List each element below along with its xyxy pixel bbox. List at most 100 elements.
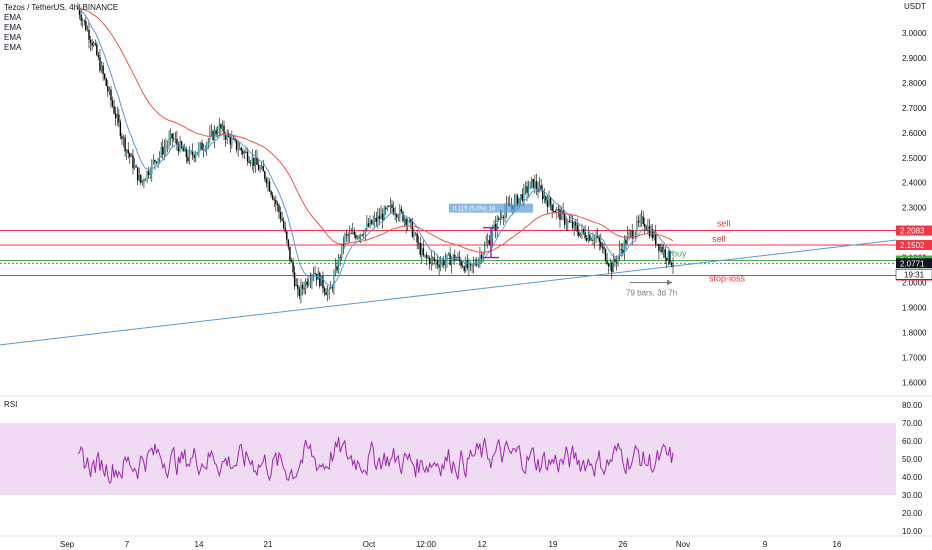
candle-body	[152, 160, 155, 163]
candle-body	[574, 222, 577, 226]
candle-body	[576, 225, 578, 232]
candle-body	[243, 151, 246, 154]
candle-body	[611, 262, 613, 273]
candle-body	[245, 151, 247, 153]
candle-body	[173, 138, 175, 140]
candle-body	[367, 223, 370, 227]
candle-body	[359, 234, 362, 238]
candle-body	[267, 181, 269, 184]
candle-body	[122, 137, 125, 139]
candle-body	[436, 260, 439, 265]
candle-body	[188, 151, 191, 162]
candle-body	[323, 288, 326, 293]
candle-body	[400, 208, 403, 212]
candle-body	[644, 223, 646, 228]
candle-body	[498, 218, 500, 220]
rsi-tick-5: 60.00	[902, 437, 923, 446]
candle-body	[169, 133, 172, 139]
candle-body	[312, 273, 315, 276]
candle-body	[598, 236, 600, 242]
candle-body	[460, 260, 462, 266]
candle-body	[363, 235, 365, 236]
candle-body	[191, 151, 194, 156]
candle-body	[664, 249, 666, 258]
candle-body	[240, 147, 242, 151]
price-tick-4: 2.0000	[902, 279, 927, 288]
candle-body	[118, 114, 120, 123]
candle-body	[232, 138, 235, 140]
rsi-tick-6: 70.00	[902, 419, 923, 428]
time-tick-6: 12	[478, 540, 487, 549]
candle-body	[358, 236, 360, 238]
candles	[77, 3, 674, 304]
candle-body	[306, 281, 308, 286]
time-tick-2: 14	[195, 540, 204, 549]
ema-slow-line	[77, 7, 674, 253]
candle-body	[224, 135, 227, 140]
candle-body	[182, 147, 184, 152]
candle-body	[650, 229, 652, 237]
candle-body	[155, 161, 158, 163]
countdown-tag	[895, 269, 932, 280]
candle-body	[265, 178, 268, 184]
candle-body	[496, 218, 498, 231]
candle-body	[433, 258, 436, 261]
candle-body	[531, 179, 533, 182]
candle-body	[231, 138, 233, 145]
candle-body	[135, 165, 137, 168]
candle-body	[309, 281, 312, 283]
candle-body	[234, 138, 236, 141]
indicator-ema-4[interactable]: EMA	[4, 43, 22, 52]
candle-body	[290, 260, 293, 263]
candle-body	[320, 276, 323, 287]
candle-body	[260, 166, 263, 169]
candle-body	[402, 211, 404, 222]
candle-body	[595, 236, 597, 238]
time-tick-7: 19	[549, 540, 558, 549]
chart-legend: Tezos / TetherUS, 4h, BINANCE EMA EMA EM…	[4, 3, 118, 53]
rsi-tick-4: 50.00	[902, 455, 923, 464]
candle-body	[551, 204, 553, 212]
candle-body	[176, 138, 178, 145]
candle-body	[311, 275, 313, 282]
candle-body	[177, 144, 180, 152]
candle-body	[361, 234, 363, 236]
candle-body	[264, 171, 266, 179]
candle-body	[407, 221, 409, 226]
price-tick-9: 2.5000	[902, 154, 927, 163]
stop-loss-label: stop-loss	[709, 273, 746, 283]
indicator-ema-1[interactable]: EMA	[4, 13, 22, 22]
candle-body	[515, 195, 517, 200]
candle-body	[535, 181, 538, 189]
candle-body	[565, 224, 567, 226]
candle-body	[147, 171, 150, 176]
symbol-title[interactable]: Tezos / TetherUS, 4h, BINANCE	[4, 3, 119, 12]
candle-body	[253, 157, 255, 166]
candle-body	[421, 248, 423, 256]
candle-body	[141, 180, 144, 183]
candle-body	[661, 246, 663, 253]
candle-body	[210, 130, 213, 134]
indicator-ema-2[interactable]: EMA	[4, 23, 22, 32]
candle-body	[670, 262, 673, 266]
range-arrow-head	[667, 279, 672, 286]
candle-body	[516, 195, 519, 206]
indicator-ema-3[interactable]: EMA	[4, 33, 22, 42]
candle-body	[450, 258, 453, 266]
candle-body	[444, 260, 447, 266]
candle-body	[201, 142, 203, 150]
rsi-title[interactable]: RSI	[4, 400, 18, 409]
candle-body	[669, 251, 671, 263]
candle-body	[463, 266, 465, 271]
price-tick-3: 1.9000	[902, 303, 927, 312]
candle-body	[488, 240, 491, 245]
candle-body	[432, 257, 434, 259]
candle-body	[425, 254, 428, 258]
candle-body	[389, 204, 392, 207]
candle-body	[82, 20, 84, 22]
candle-body	[121, 136, 123, 139]
candle-body	[617, 255, 619, 263]
candle-body	[143, 180, 145, 182]
candle-body	[333, 274, 335, 289]
